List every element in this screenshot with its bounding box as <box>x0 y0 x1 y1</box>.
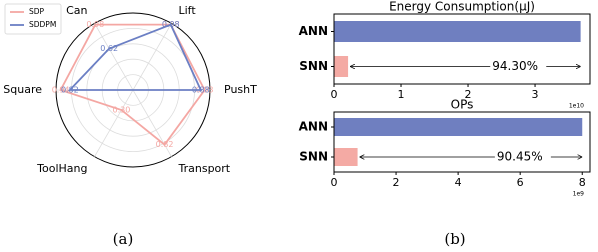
value-label: 0.88 <box>192 86 210 95</box>
radar-spoke <box>132 23 172 91</box>
value-label: 0.82 <box>61 86 79 95</box>
axes-frame <box>333 111 591 173</box>
annotation: 90.45% <box>497 150 543 164</box>
x-tick-label: 2 <box>465 88 472 101</box>
value-label: 0.98 <box>86 20 104 29</box>
x-tick-label: 3 <box>532 88 539 101</box>
value-label: 0.62 <box>100 44 118 53</box>
value-label: 0.94 <box>52 86 70 95</box>
axis-label: Can <box>66 4 87 17</box>
radar-spoke <box>94 23 134 91</box>
bar <box>334 21 581 42</box>
annotation: 94.30% <box>492 59 538 73</box>
axis-label: ToolHang <box>36 162 87 175</box>
bar <box>334 148 358 166</box>
value-label: 0.82 <box>156 140 174 149</box>
axis-label: Lift <box>179 4 197 17</box>
caption: (a) <box>113 230 134 248</box>
x-tick-label: 2 <box>393 176 400 189</box>
radar-spoke <box>132 89 172 157</box>
y-tick-label: SNN <box>299 59 328 73</box>
legend-frame <box>4 3 62 35</box>
y-tick-label: ANN <box>299 120 328 134</box>
chart-title: OPs <box>451 98 474 112</box>
axis-label: Square <box>3 83 42 96</box>
axis-label: Transport <box>178 162 231 175</box>
radar-spoke <box>94 89 134 157</box>
offset-label: 1e10 <box>569 103 584 110</box>
bar <box>334 56 349 77</box>
value-label: 0.93 <box>196 86 214 95</box>
value-label: 0.98 <box>162 20 180 29</box>
radar-line <box>59 23 206 146</box>
x-tick-label: 4 <box>455 176 462 189</box>
x-tick-label: 6 <box>517 176 524 189</box>
offset-label: 1e9 <box>573 191 585 198</box>
legend-label: SDDPM <box>29 20 56 29</box>
axes-frame <box>333 13 591 85</box>
value-label: 0.30 <box>113 106 131 115</box>
caption: (b) <box>444 230 465 248</box>
x-tick-label: 0 <box>331 88 338 101</box>
y-tick-label: ANN <box>299 24 328 38</box>
x-tick-label: 8 <box>579 176 586 189</box>
x-tick-label: 0 <box>331 176 338 189</box>
legend-label: SDP <box>29 7 45 16</box>
y-tick-label: SNN <box>299 150 328 164</box>
axis-label: PushT <box>224 83 257 96</box>
annotation-bg <box>490 59 547 74</box>
annotation-bg <box>494 150 551 164</box>
x-tick-label: 1 <box>398 88 405 101</box>
chart-title: Energy Consumption(μJ) <box>389 0 535 14</box>
bar <box>334 118 583 136</box>
radar-line <box>67 23 203 91</box>
